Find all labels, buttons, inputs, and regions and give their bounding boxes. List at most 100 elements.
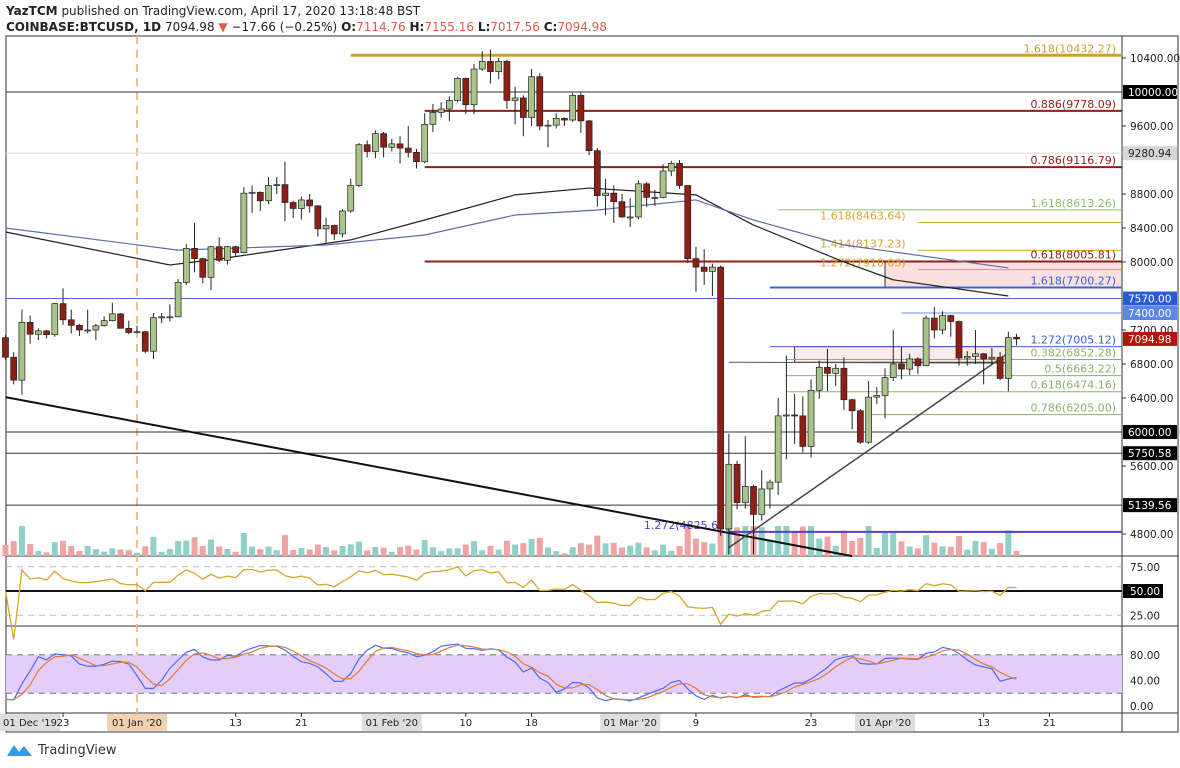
stoch-tick-label: 0.00 xyxy=(1130,701,1153,713)
candle-body xyxy=(955,321,963,359)
candle-body xyxy=(980,353,988,360)
candle-body xyxy=(388,143,396,148)
volume-bar xyxy=(914,548,921,556)
price-tag-label: 7400.00 xyxy=(1128,308,1171,320)
volume-bar xyxy=(553,551,560,556)
volume-bar xyxy=(569,547,576,556)
volume-bar xyxy=(27,544,34,556)
price-tick-label: 8000.00 xyxy=(1130,257,1173,269)
volume-bar xyxy=(372,546,379,556)
publisher-name[interactable]: YazTCM xyxy=(6,4,58,18)
volume-bar xyxy=(988,548,995,556)
volume-bar xyxy=(618,547,625,556)
volume-bar xyxy=(43,552,50,556)
volume-bar xyxy=(60,540,67,556)
candle-body xyxy=(873,395,881,398)
candle-body xyxy=(495,61,503,72)
price-zone xyxy=(884,261,1123,288)
stoch-tick-label: 40.00 xyxy=(1130,675,1160,687)
candle-body xyxy=(709,266,716,272)
candle-body xyxy=(519,97,527,118)
volume-bar xyxy=(775,526,782,556)
volume-bar xyxy=(109,548,116,556)
moving-average-line xyxy=(5,199,1009,269)
candle-body xyxy=(750,486,757,515)
tradingview-logo[interactable]: TradingView xyxy=(6,742,117,758)
stoch-k-line xyxy=(5,643,1017,702)
candle-body xyxy=(26,322,34,335)
candle-body xyxy=(972,353,979,357)
symbol-name[interactable]: COINBASE:BTCUSD, 1D xyxy=(6,20,162,34)
volume-bar xyxy=(18,526,25,556)
level-label: 0.382(6852.28) xyxy=(1030,347,1116,360)
volume-bar xyxy=(339,546,346,556)
volume-bar xyxy=(298,547,305,556)
price-tag-label: 6000.00 xyxy=(1128,427,1171,439)
candle-body xyxy=(618,201,626,218)
volume-bar xyxy=(240,532,247,556)
candle-body xyxy=(676,163,683,186)
candle-body xyxy=(454,78,461,101)
candle-body xyxy=(240,192,248,253)
volume-bar xyxy=(323,547,330,556)
volume-bar xyxy=(84,545,91,556)
volume-bar xyxy=(273,550,280,556)
candle-body xyxy=(421,123,429,163)
candle-body xyxy=(224,246,231,261)
candle-body xyxy=(330,225,338,235)
candle-body xyxy=(363,144,371,152)
candle-body xyxy=(774,415,782,483)
candle-body xyxy=(18,322,26,381)
volume-bar xyxy=(873,547,880,556)
time-tick-label: 01 Apr '20 xyxy=(859,718,911,729)
candle-body xyxy=(232,246,239,253)
volume-bar xyxy=(651,550,658,556)
time-tick-label: 9 xyxy=(693,718,699,729)
level-label: 0.618(6474.16) xyxy=(1030,379,1116,392)
candle-body xyxy=(215,246,223,261)
volume-bar xyxy=(643,547,650,556)
publish-line: YazTCM published on TradingView.com, Apr… xyxy=(6,3,607,19)
tradingview-logo-icon xyxy=(7,745,32,756)
candle-body xyxy=(158,316,166,319)
stoch-d-line xyxy=(5,644,1017,701)
time-label-bg xyxy=(855,714,916,731)
volume-bar xyxy=(898,541,905,556)
volume-bar xyxy=(35,550,42,556)
volume-bar xyxy=(684,526,691,556)
candle-body xyxy=(84,329,92,332)
candle-body xyxy=(577,95,585,122)
time-tick-label: 10 xyxy=(459,718,472,729)
volume-bar xyxy=(380,547,387,556)
volume-bar xyxy=(142,546,149,556)
candle-body xyxy=(207,246,215,278)
candle-body xyxy=(725,463,733,530)
level-label: 0.5(6663.22) xyxy=(1044,363,1116,376)
candle-body xyxy=(108,313,116,322)
volume-bar xyxy=(939,546,946,556)
time-tick-label: 13 xyxy=(977,718,990,729)
volume-bar xyxy=(594,535,601,556)
candle-body xyxy=(446,100,453,110)
price-change: −17.66 (−0.25%) xyxy=(231,20,338,34)
candle-body xyxy=(815,367,823,391)
candle-body xyxy=(478,61,486,70)
volume-bar xyxy=(388,551,395,556)
candle-body xyxy=(372,133,379,152)
volume-bar xyxy=(306,549,313,556)
price-tag-label: 7094.98 xyxy=(1128,334,1171,346)
volume-bar xyxy=(413,549,420,556)
rsi-line xyxy=(4,566,1017,640)
candle-body xyxy=(347,185,355,212)
price-tag-label: 10000.00 xyxy=(1128,87,1178,99)
volume-bar xyxy=(668,550,675,556)
candle-body xyxy=(322,225,330,230)
volume-bar xyxy=(676,546,683,556)
time-tick-label: 21 xyxy=(1043,718,1056,729)
volume-bar xyxy=(421,540,428,556)
candle-body xyxy=(355,144,363,186)
price-tick-label: 8400.00 xyxy=(1130,223,1173,235)
candle-body xyxy=(256,191,264,202)
candle-body xyxy=(783,414,790,417)
